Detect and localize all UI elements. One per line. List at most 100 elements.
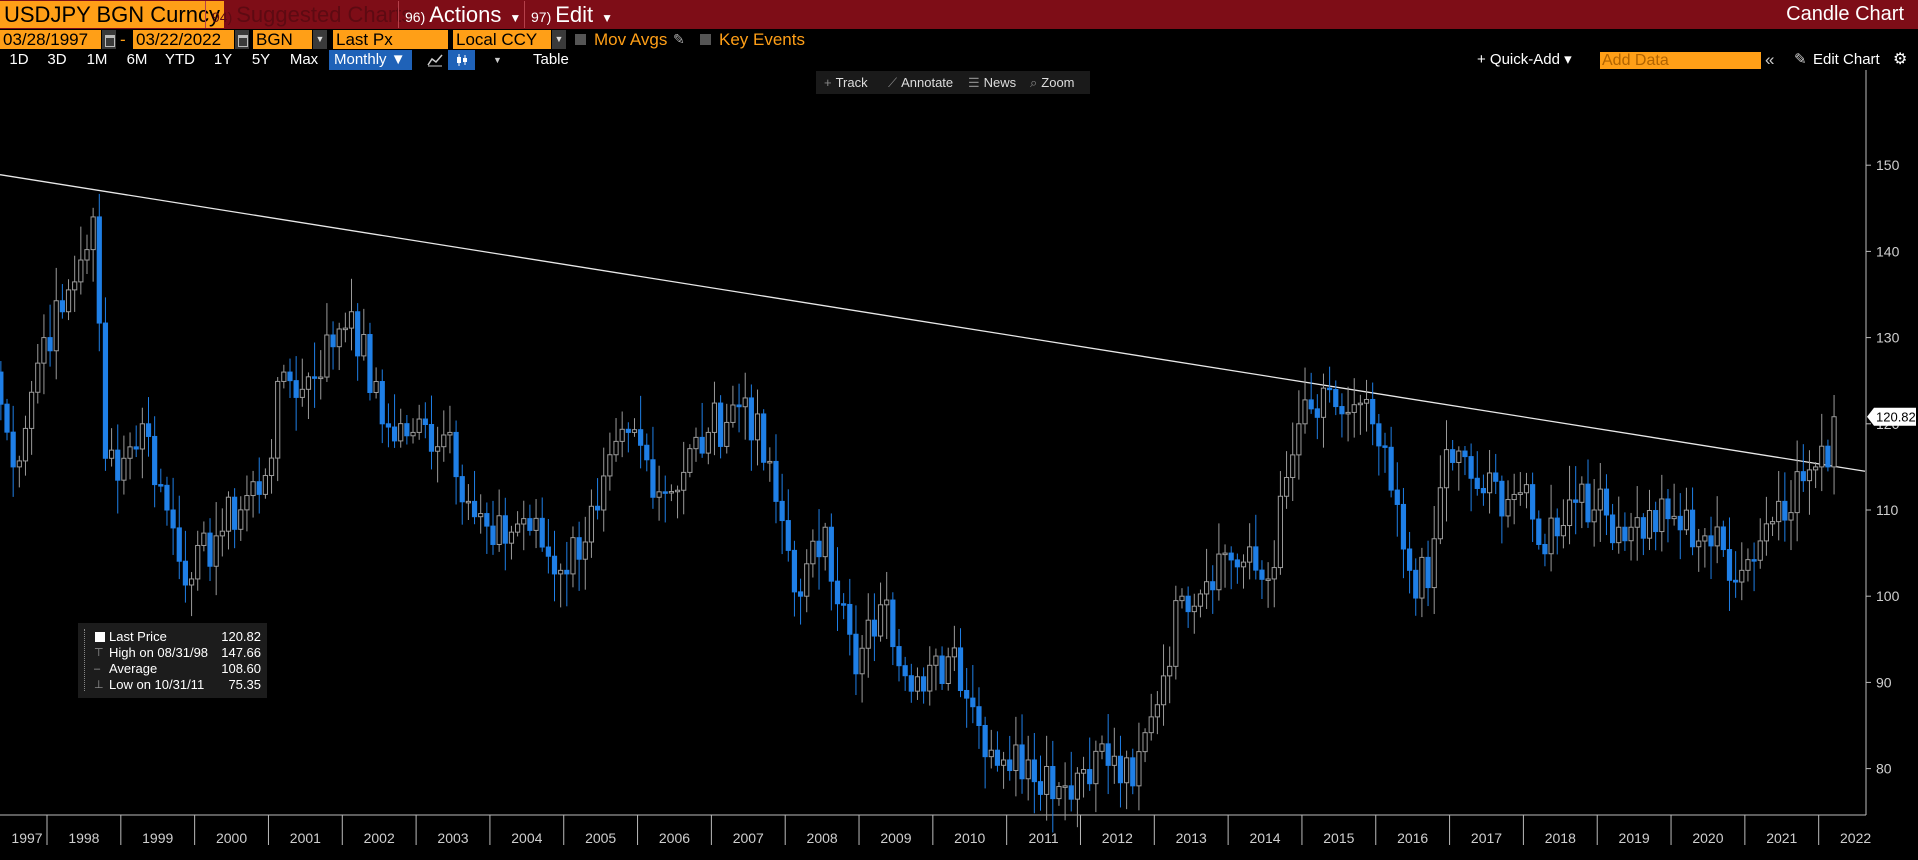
key-events-checkbox[interactable] <box>700 34 711 45</box>
line-chart-icon[interactable] <box>421 50 448 70</box>
actions-menu[interactable]: 96) Actions ▼ <box>398 1 524 28</box>
chart-style-dropdown-icon[interactable]: ▼ <box>493 55 502 65</box>
candle-body <box>1345 411 1351 415</box>
candle-body <box>631 429 638 433</box>
caret-down-icon: ▼ <box>509 11 522 25</box>
calendar-icon[interactable] <box>102 30 116 49</box>
candle-body <box>416 418 422 433</box>
candle-body <box>828 526 834 582</box>
mov-avgs-checkbox[interactable] <box>575 34 586 45</box>
candle-body <box>957 647 964 691</box>
end-date-input[interactable]: 03/22/2022 <box>133 30 234 49</box>
candle-body <box>1253 546 1259 571</box>
edit-chart-button[interactable]: Edit Chart <box>1813 51 1880 68</box>
candle-body <box>1511 493 1517 501</box>
news-label: News <box>983 75 1017 90</box>
candle-body <box>1142 732 1148 753</box>
crosshair-icon: + <box>824 75 832 90</box>
candle-body <box>1450 449 1456 463</box>
candle-body <box>293 380 299 398</box>
suggested-charts-menu[interactable]: 94) Suggested Charts <box>205 1 418 28</box>
legend-value: 147.66 <box>221 645 261 660</box>
candle-body <box>1400 503 1407 550</box>
range-3d[interactable]: 3D <box>47 51 67 68</box>
zoom-tool[interactable]: ⌕ Zoom <box>1030 71 1075 94</box>
collapse-icon[interactable]: « <box>1765 50 1775 69</box>
range-max[interactable]: Max <box>289 51 319 68</box>
add-data-input[interactable]: Add Data <box>1600 52 1761 69</box>
candle-body <box>1714 526 1720 547</box>
candle-body <box>84 249 90 261</box>
gear-icon[interactable]: ⚙ <box>1893 51 1908 68</box>
candle-body <box>724 421 730 447</box>
news-tool[interactable]: ☰ News <box>968 71 1016 94</box>
calendar-icon[interactable] <box>235 30 249 49</box>
range-5y[interactable]: 5Y <box>251 51 271 68</box>
x-tick-label: 2002 <box>364 830 395 846</box>
candle-body <box>834 580 841 605</box>
y-tick-label: 80 <box>1876 761 1892 777</box>
candle-body <box>1517 492 1523 495</box>
candle-body <box>1480 487 1487 494</box>
candles <box>0 193 1837 833</box>
range-ytd[interactable]: YTD <box>165 51 195 68</box>
quick-add-button[interactable]: + Quick-Add ▾ <box>1477 51 1572 68</box>
ticker-field[interactable]: USDJPY BGN Curncy <box>0 1 224 28</box>
candle-body <box>305 376 312 390</box>
key-events-label[interactable]: Key Events <box>719 30 805 49</box>
candle-body <box>951 647 957 658</box>
candle-body <box>994 749 1001 766</box>
candle-body <box>921 676 927 692</box>
candle-body <box>1831 416 1837 468</box>
y-tick-label: 110 <box>1876 502 1899 518</box>
candle-body <box>1111 755 1117 766</box>
x-tick-label: 2000 <box>216 830 247 846</box>
legend-value: 120.82 <box>221 629 261 644</box>
candle-chart[interactable]: 708090100110120130140150 199719981999200… <box>0 70 1918 860</box>
candle-body <box>471 500 478 518</box>
pencil-icon[interactable]: ✎ <box>673 31 685 47</box>
frequency-select[interactable]: Monthly ▼ <box>329 50 412 70</box>
candle-chart-icon[interactable] <box>448 50 475 70</box>
candle-body <box>1382 445 1388 448</box>
legend-box[interactable]: Last Price 120.82 ⊤ High on 08/31/98 147… <box>78 623 267 698</box>
candle-body <box>890 599 896 648</box>
edit-menu[interactable]: 97) Edit ▼ <box>524 1 616 28</box>
table-button[interactable]: Table <box>533 51 569 68</box>
currency-input[interactable]: Local CCY <box>453 30 551 49</box>
x-tick-label: 2022 <box>1840 830 1871 846</box>
candle-body <box>1333 388 1339 408</box>
annotate-tool[interactable]: ⟋ Annotate <box>888 71 953 94</box>
candle-body <box>1406 548 1413 571</box>
range-6m[interactable]: 6M <box>126 51 148 68</box>
annotate-label: Annotate <box>901 75 954 90</box>
x-axis-band <box>0 816 1918 860</box>
trend-line-segment[interactable] <box>0 174 1866 472</box>
field-input[interactable]: Last Px <box>333 30 448 49</box>
candle-body <box>564 569 570 575</box>
candle-body <box>650 459 656 498</box>
candle-body <box>1037 781 1044 795</box>
candle-body <box>1603 488 1610 516</box>
candle-body <box>1185 595 1191 613</box>
range-1y[interactable]: 1Y <box>213 51 233 68</box>
menu-number: 94) <box>212 9 233 25</box>
candle-body <box>404 423 410 437</box>
candle-body <box>1609 514 1616 544</box>
dropdown-arrow-icon[interactable]: ▼ <box>552 30 566 49</box>
annotate-icon: ⟋ <box>888 75 898 90</box>
source-input[interactable]: BGN <box>253 30 312 49</box>
range-1d[interactable]: 1D <box>9 51 29 68</box>
mov-avgs-label[interactable]: Mov Avgs <box>594 30 668 49</box>
candle-body <box>496 515 502 545</box>
x-tick-label: 1997 <box>11 830 42 846</box>
start-date-input[interactable]: 03/28/1997 <box>0 30 101 49</box>
candle-body <box>508 531 515 544</box>
track-tool[interactable]: + Track <box>824 71 868 94</box>
range-1m[interactable]: 1M <box>86 51 108 68</box>
x-tick-label: 2017 <box>1471 830 1502 846</box>
trend-line[interactable] <box>0 174 1866 472</box>
candle-body <box>718 402 724 447</box>
dropdown-arrow-icon[interactable]: ▼ <box>313 30 327 49</box>
candle-body <box>441 434 447 448</box>
